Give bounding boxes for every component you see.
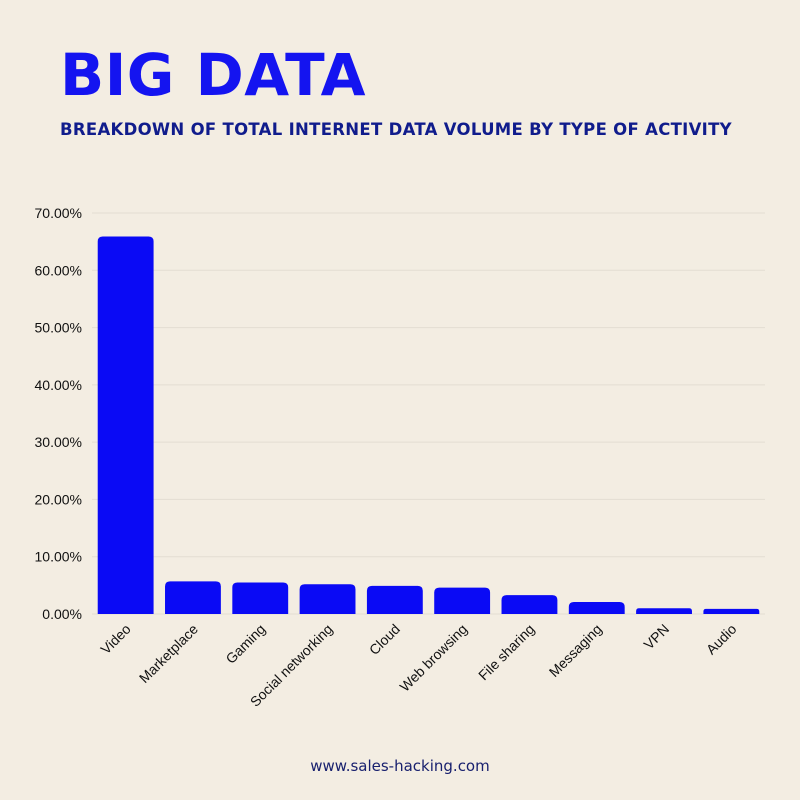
bar-gaming — [232, 582, 289, 614]
bar-video — [97, 236, 154, 615]
x-tick-label: Messaging — [546, 621, 605, 680]
footer-url[interactable]: www.sales-hacking.com — [310, 757, 490, 775]
x-tick-label: File sharing — [475, 621, 537, 683]
bar-marketplace — [165, 581, 221, 614]
bar-audio — [703, 608, 760, 614]
bar-web-browsing — [434, 587, 491, 614]
bar-cloud — [366, 585, 423, 614]
page-title: BIG DATA — [60, 41, 367, 109]
y-tick-label: 60.00% — [35, 262, 82, 278]
y-tick-label: 10.00% — [35, 549, 82, 565]
x-tick-label: Audio — [703, 621, 740, 658]
x-tick-label: Video — [97, 621, 134, 658]
bar-social-networking — [299, 584, 356, 614]
y-tick-label: 70.00% — [35, 205, 82, 221]
y-tick-label: 0.00% — [42, 606, 82, 622]
x-tick-label: Cloud — [366, 621, 403, 658]
y-axis-tick-labels: 0.00% 10.00% 20.00% 30.00% 40.00% 50.00% 60.00… — [35, 205, 82, 622]
x-tick-label: Web browsing — [396, 621, 470, 695]
x-tick-label: Marketplace — [136, 621, 201, 686]
page-subtitle: BREAKDOWN OF TOTAL INTERNET DATA VOLUME … — [60, 120, 732, 139]
bar-file-sharing — [501, 595, 558, 614]
y-tick-label: 50.00% — [35, 320, 82, 336]
y-tick-label: 40.00% — [35, 377, 82, 393]
y-tick-label: 20.00% — [35, 491, 82, 507]
x-tick-label: Gaming — [222, 621, 268, 667]
bars — [97, 236, 760, 615]
bar-messaging — [568, 601, 625, 614]
grid-lines — [92, 212, 765, 615]
y-tick-label: 30.00% — [35, 434, 82, 450]
x-tick-label: VPN — [640, 621, 672, 653]
bar-vpn — [636, 608, 692, 614]
